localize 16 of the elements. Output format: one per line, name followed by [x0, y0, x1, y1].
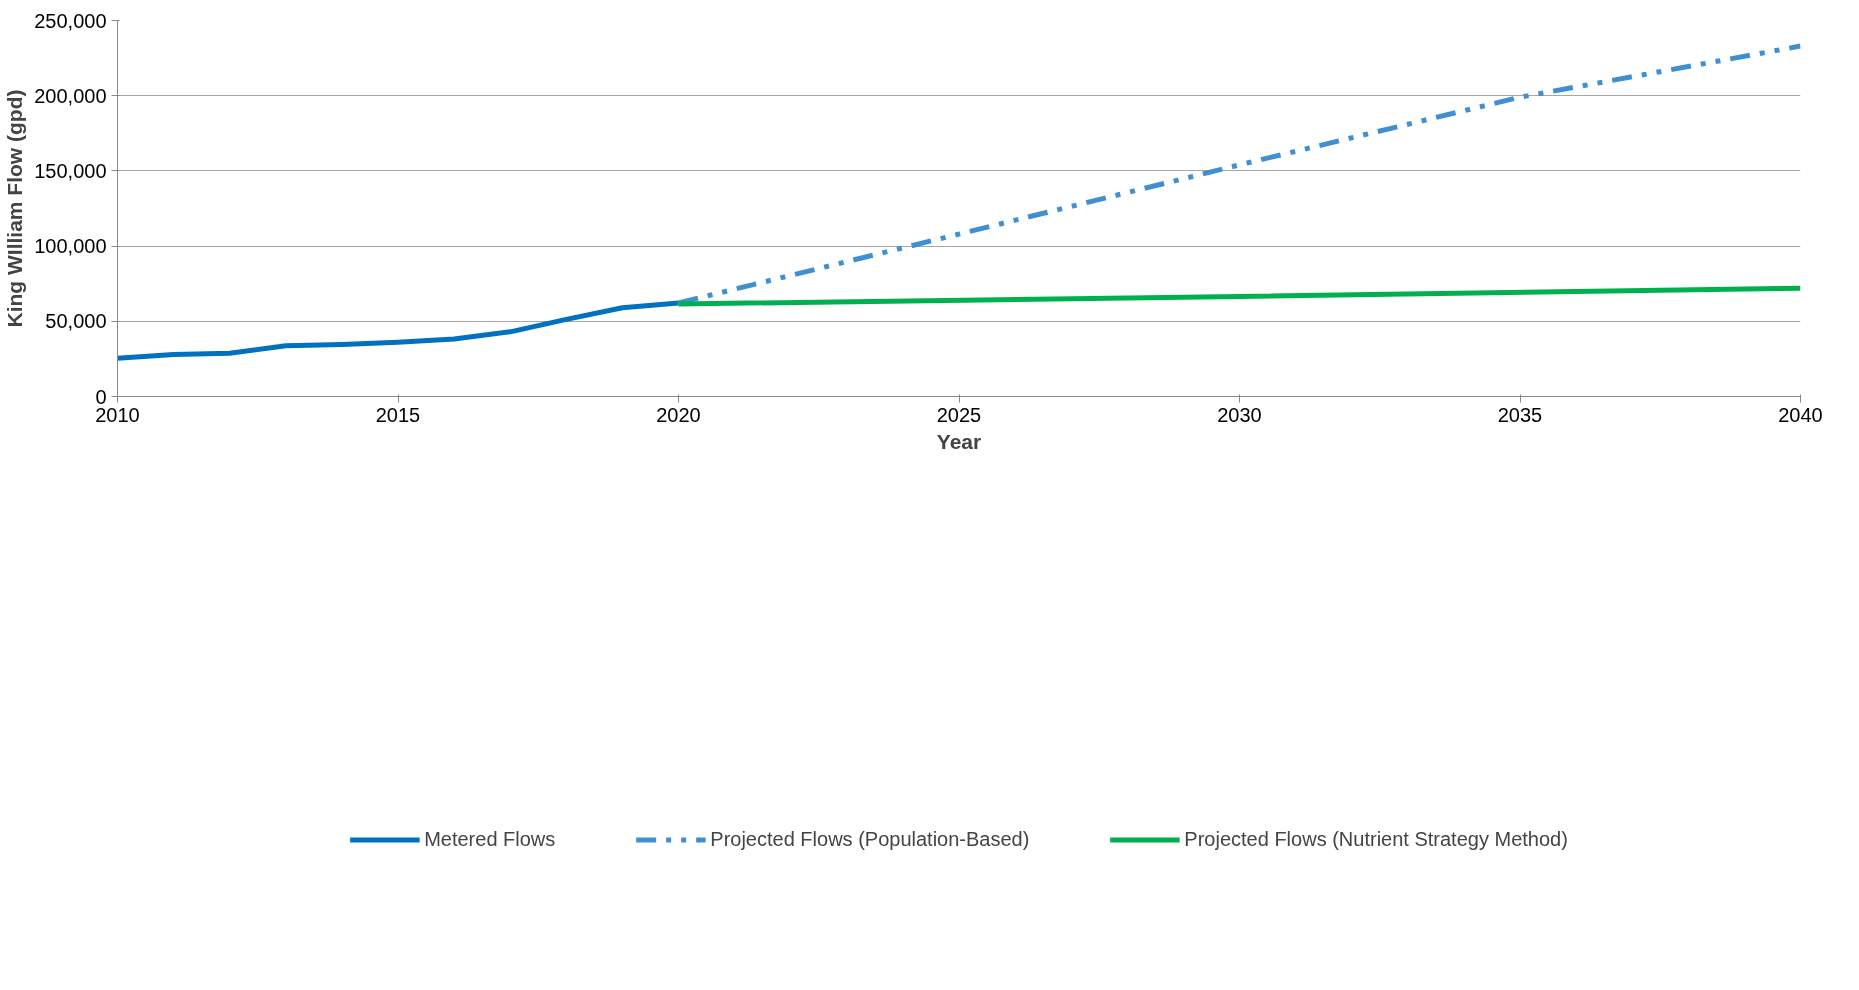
y-tick-label: 150,000 [34, 159, 107, 182]
x-tick-label: 2015 [375, 403, 421, 426]
y-tick-label: 250,000 [34, 9, 107, 32]
legend-label: Metered Flows [424, 827, 556, 851]
legend-label: Projected Flows (Population-Based) [710, 827, 1030, 851]
y-tick-label: 100,000 [34, 235, 107, 258]
x-axis-title: Year [936, 429, 982, 453]
legend-label: Projected Flows (Nutrient Strategy Method) [1184, 827, 1568, 851]
y-tick-label: 200,000 [34, 84, 107, 107]
y-tick-label: 50,000 [45, 310, 107, 333]
x-tick-label: 2035 [1497, 403, 1543, 426]
x-tick-label: 2030 [1217, 403, 1262, 426]
x-tick-label: 2040 [1778, 403, 1823, 426]
y-axis-title: King WIlliam Flow (gpd) [3, 89, 27, 328]
x-tick-label: 2020 [656, 403, 701, 426]
x-tick-label: 2025 [936, 403, 982, 426]
